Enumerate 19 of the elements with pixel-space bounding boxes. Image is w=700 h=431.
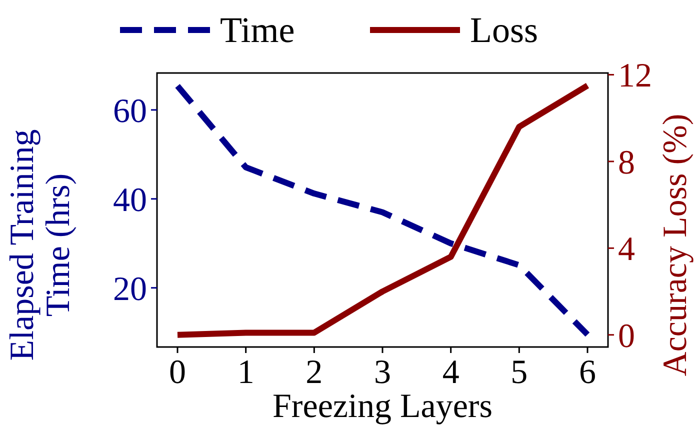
y2-tick-label: 8 — [618, 144, 635, 182]
legend-label: Loss — [470, 10, 538, 50]
y2-tick-label: 12 — [618, 58, 652, 95]
y-tick-label: 20 — [113, 270, 147, 308]
x-axis-title: Freezing Layers — [272, 388, 492, 425]
y2-tick-label: 0 — [618, 318, 635, 355]
x-tick-label: 1 — [237, 354, 254, 391]
x-tick-label: 4 — [442, 354, 460, 391]
x-tick-label: 6 — [579, 354, 596, 391]
y-tick-label: 40 — [113, 182, 147, 219]
x-tick-label: 5 — [510, 354, 528, 391]
y2-axis-title: Accuracy Loss (%) — [657, 114, 694, 376]
y-axis-title: Elapsed Training Time (hrs) — [4, 129, 77, 361]
x-tick-label: 3 — [374, 354, 391, 391]
x-tick-label: 0 — [169, 354, 186, 391]
y2-tick-label: 4 — [618, 231, 635, 268]
y-tick-label: 60 — [113, 92, 147, 130]
x-tick-label: 2 — [306, 354, 323, 391]
legend-label: Time — [220, 10, 295, 50]
